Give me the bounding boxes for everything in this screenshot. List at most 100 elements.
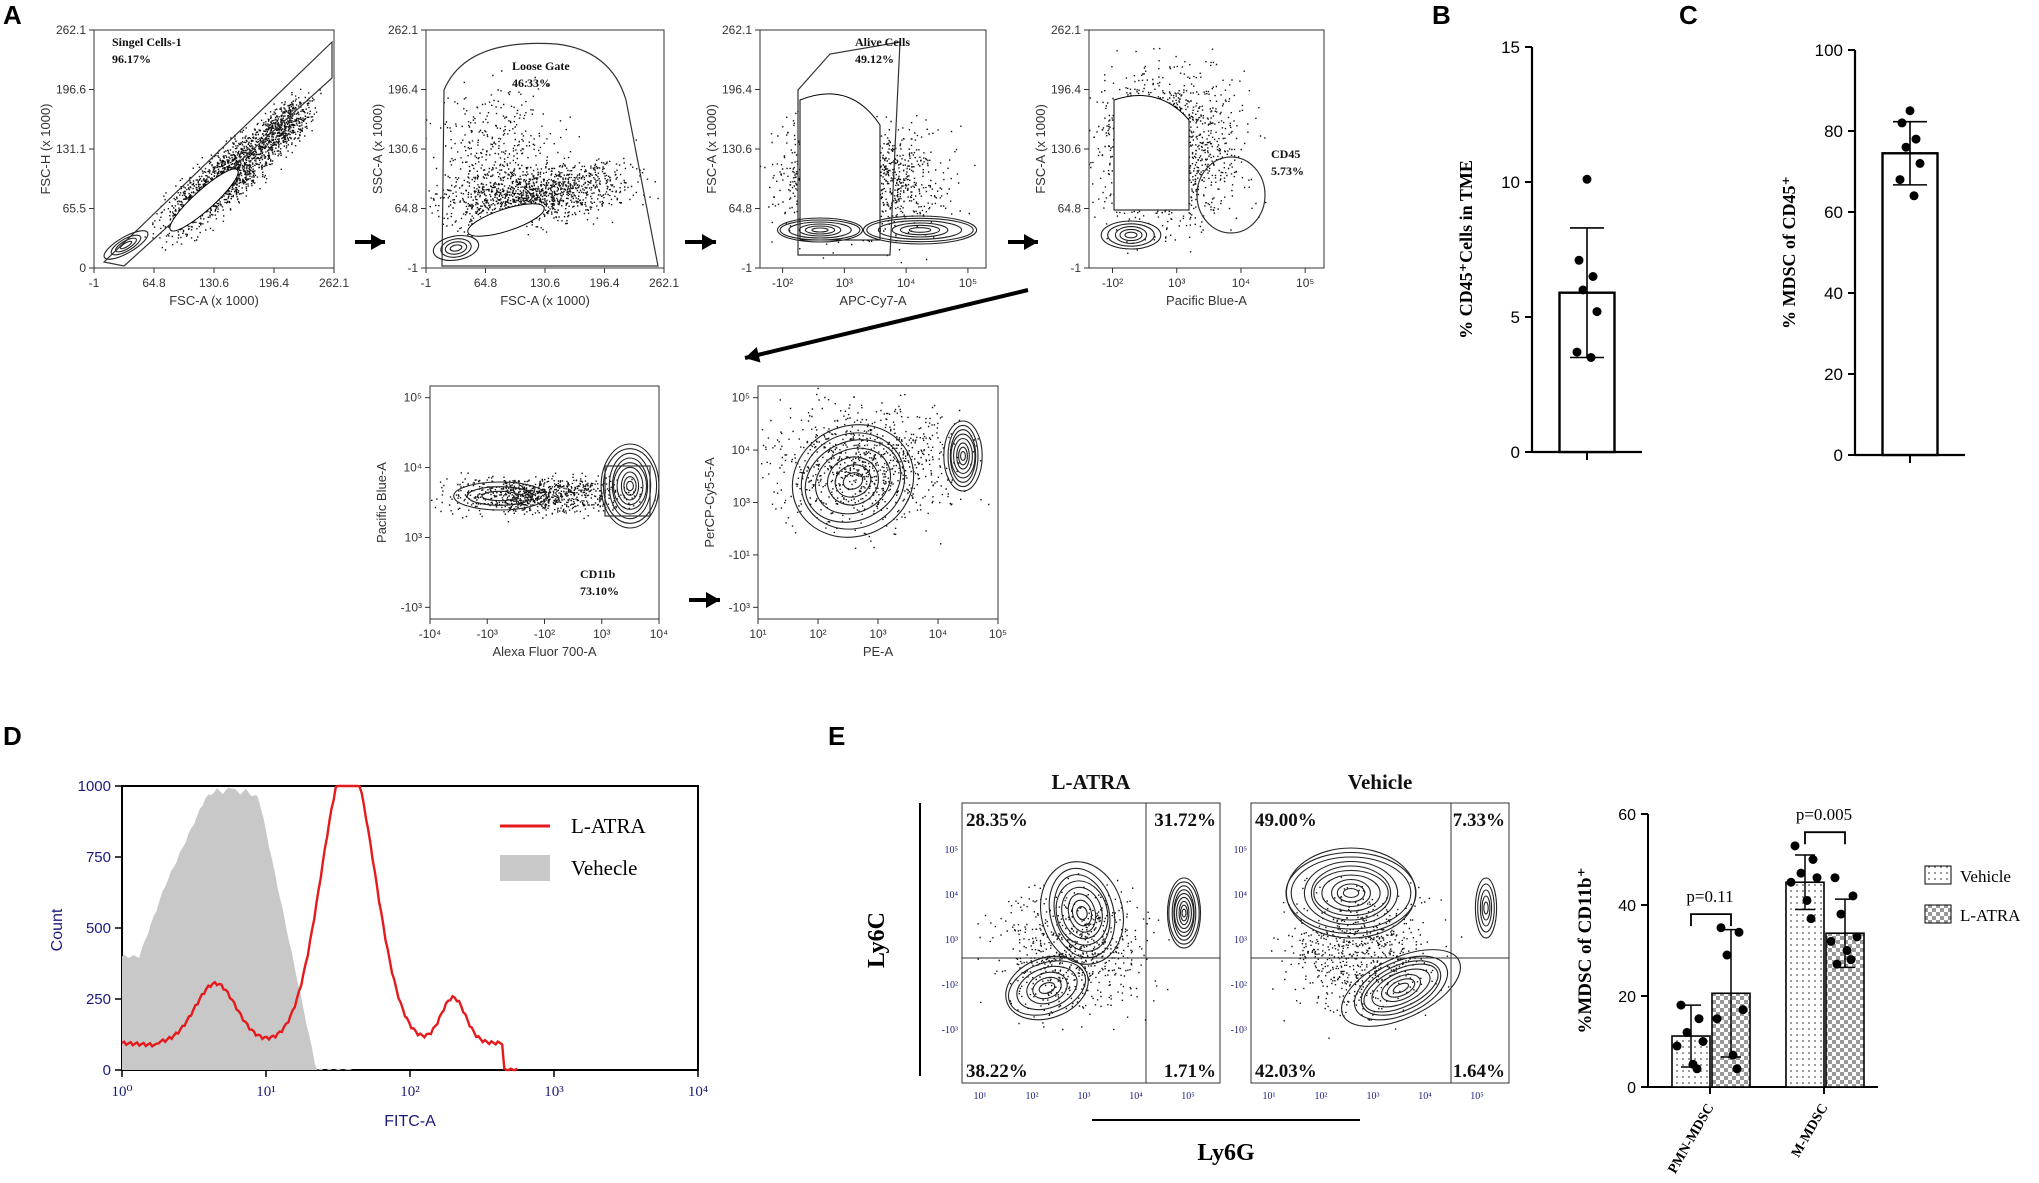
y-tick-label: 20 [1824,365,1843,384]
contour-line [779,219,861,241]
y-tick-label: 5 [1511,308,1520,327]
legend-swatch-vehecle [500,855,550,881]
data-point [1901,142,1911,152]
contour-line [1371,968,1431,1008]
y-tick-label: 40 [1618,898,1636,915]
y-tick-label: 10⁵ [404,391,422,405]
data-point [1806,914,1816,924]
gate-percent: 73.10% [580,584,619,598]
chart-E-bars: 0 20 40 60 %MDSC of CD11b⁺ PMN-MDSC p=0.11 M-MD… [1575,805,2021,1176]
contour-line [1303,860,1399,926]
scatter-dots [431,472,656,523]
x-tick-label: 130.6 [530,276,560,290]
y-tick-label: -10² [1231,980,1247,991]
legend-label-vehicle: Vehicle [1960,867,2011,886]
y-tick-label: 10⁴ [731,443,750,457]
contour-line [481,490,519,502]
dense-core [799,93,881,241]
x-tick-label: 196.4 [259,276,289,290]
y-tick-label: 10⁵ [945,845,959,856]
y-tick-label: 0 [103,1062,111,1079]
y-tick-label: 130.6 [722,142,752,156]
contour-line [1363,963,1439,1013]
contour-line [115,237,137,253]
contour-line [1340,949,1462,1027]
y-tick-label: -1 [407,261,418,275]
y-tick-label: -10³ [729,600,750,614]
x-tick-label: 10⁵ [1296,276,1314,290]
contour-line [1007,960,1087,1016]
panel-letter-D: D [3,721,22,751]
x-tick-label: 10³ [836,276,853,290]
y-axis-label: Count [49,908,66,951]
data-point [1832,959,1842,969]
bar [1881,152,1939,457]
y-tick-label: -10³ [942,1025,958,1036]
gate-polygon [604,465,651,517]
contour-line [1061,886,1103,940]
gate-polygon [1196,156,1266,234]
y-tick-label: 0 [79,261,86,275]
x-tick-label: 10⁵ [989,627,1007,641]
y-tick-label: 64.8 [395,202,419,216]
y-tick-label: 10³ [405,530,422,544]
data-point [1846,955,1856,965]
chart-E-contours: L-ATRA 28.35% 31.72% 38.22% 1.71% 10¹ 10² 10³ 10… [864,770,1510,1166]
contour-line [623,476,637,496]
x-tick-label: -10³ [477,627,498,641]
y-tick-label: 1000 [78,778,111,795]
histogram-l-atra [121,784,518,1072]
y-tick-label: 0 [1511,443,1520,462]
contour-plot-1: L-ATRA 28.35% 31.72% 38.22% 1.71% 10¹ 10² 10³ 10… [942,770,1221,1102]
x-tick-label: 10³ [1168,276,1185,290]
contour-line [1053,874,1111,952]
x-axis-label: Pacific Blue-A [1166,293,1247,308]
gate-polygon [797,41,901,256]
p-value: p=0.005 [1796,805,1852,824]
y-tick-label: -1 [1070,261,1081,275]
contour-line [1179,904,1189,922]
y-tick-label: 15 [1501,38,1520,57]
quadrant-bl: 38.22% [966,1061,1028,1082]
data-point [1676,1000,1686,1010]
panel-letter-E: E [828,721,845,751]
y-tick-label: 64.8 [1058,202,1082,216]
x-tick-label: 10⁵ [959,276,977,290]
data-point [1692,1064,1702,1074]
data-point [1852,932,1862,942]
arrow-4-5 [744,288,1029,360]
y-tick-label: 40 [1824,284,1843,303]
data-point [1808,855,1818,864]
contour-line [1076,906,1088,920]
gate-percent: 5.73% [1271,164,1304,178]
x-axis-label: FITC-A [384,1113,436,1130]
y-tick-label: 0 [1834,446,1843,465]
x-tick-label: 10² [400,1084,420,1100]
x-tick-label: 64.8 [474,276,498,290]
gate-name: Alive Cells [855,35,910,49]
quadrant-tl: 49.00% [1255,810,1317,831]
gate-percent: 96.17% [112,52,151,66]
contour-line [811,227,829,233]
data-point [1728,1050,1738,1060]
data-point [1836,909,1846,919]
contour-line [947,424,979,488]
contour-line [949,429,977,483]
contour-line [1481,895,1491,921]
gate-name: CD45 [1271,147,1300,161]
panel-letter-A: A [3,0,22,30]
plot-frame [961,802,1221,1084]
contour-line [1290,856,1412,930]
contour-line [891,222,949,238]
y-tick-label: 80 [1824,122,1843,141]
y-tick-label: 196.4 [388,83,418,97]
data-point [1582,174,1592,184]
quadrant-tl: 28.35% [966,810,1028,831]
x-tick-label: 10¹ [256,1084,276,1100]
y-tick-label: 10 [1501,173,1520,192]
x-tick-label: -1 [421,276,432,290]
contour-line [449,244,463,252]
data-point [1586,353,1596,362]
y-axis-label: % MDSC of CD45⁺ [1779,176,1799,329]
contour-line [1181,908,1187,918]
